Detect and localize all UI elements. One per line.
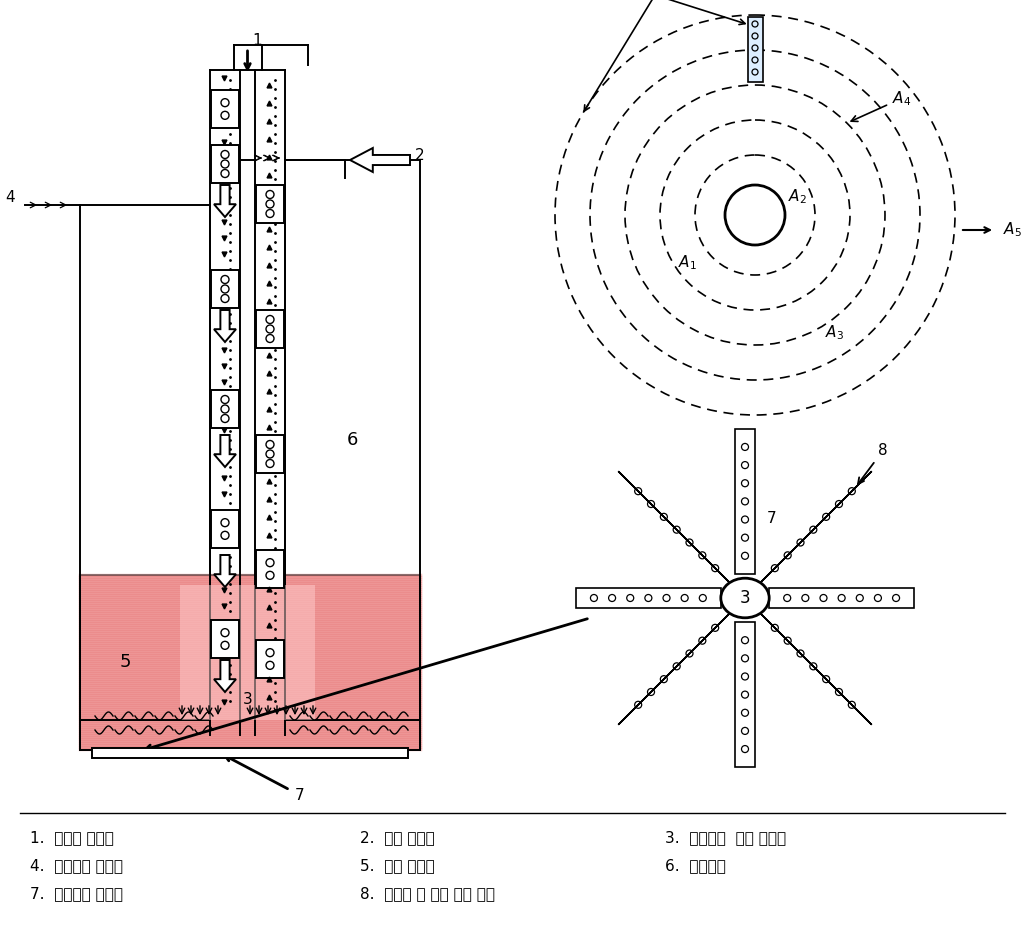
Text: 6: 6 (347, 431, 358, 449)
Text: 8.  폐기물 및 공기 분출 구명: 8. 폐기물 및 공기 분출 구명 (360, 886, 495, 901)
Text: $A_1$: $A_1$ (677, 254, 697, 272)
Polygon shape (735, 622, 755, 767)
Bar (256, 435, 284, 473)
Text: 5: 5 (120, 653, 131, 671)
Bar (256, 640, 284, 678)
Polygon shape (769, 588, 915, 608)
Bar (211, 620, 239, 658)
Ellipse shape (721, 578, 769, 618)
Bar (80, 575, 420, 750)
Polygon shape (350, 148, 410, 172)
Text: 2.  공기 공급구: 2. 공기 공급구 (360, 830, 435, 845)
Polygon shape (214, 435, 236, 467)
Bar (748, 17, 762, 82)
Text: 8: 8 (858, 443, 888, 484)
Text: 5.  고온 용융염: 5. 고온 용융염 (360, 858, 435, 873)
Polygon shape (214, 555, 236, 587)
Text: 7.  문어발형 분산관: 7. 문어발형 분산관 (30, 886, 123, 901)
Polygon shape (755, 608, 872, 725)
Text: 7: 7 (767, 511, 776, 526)
Polygon shape (214, 310, 236, 342)
Bar (180, 585, 315, 720)
Text: 4: 4 (5, 189, 15, 204)
Text: $A_5$: $A_5$ (1003, 220, 1022, 239)
Text: 6.  프리보드: 6. 프리보드 (665, 858, 726, 873)
Text: 7: 7 (295, 788, 305, 803)
Text: 3: 3 (242, 693, 253, 708)
Text: 3.  폐기물과  공기 이송관: 3. 폐기물과 공기 이송관 (665, 830, 786, 845)
Polygon shape (214, 660, 236, 692)
Bar (211, 390, 239, 428)
Polygon shape (576, 588, 721, 608)
Text: 3: 3 (740, 589, 750, 607)
Text: $A_2$: $A_2$ (788, 187, 806, 206)
Polygon shape (618, 608, 735, 725)
Text: $A_4$: $A_4$ (851, 89, 911, 121)
Bar (211, 90, 239, 128)
Text: 1.  폐기물 투입구: 1. 폐기물 투입구 (30, 830, 114, 845)
Bar (256, 185, 284, 223)
Polygon shape (735, 429, 755, 574)
Polygon shape (214, 185, 236, 217)
Bar (92, 748, 408, 758)
Bar (256, 310, 284, 348)
Polygon shape (618, 471, 735, 588)
Text: 1: 1 (253, 33, 262, 47)
Text: 4.  냉각공기 투입구: 4. 냉각공기 투입구 (30, 858, 123, 873)
Bar (211, 510, 239, 548)
Bar (256, 550, 284, 588)
Polygon shape (755, 471, 872, 588)
Text: 2: 2 (415, 148, 425, 163)
Bar (211, 270, 239, 308)
Bar (211, 145, 239, 183)
Text: $A_3$: $A_3$ (826, 324, 845, 343)
